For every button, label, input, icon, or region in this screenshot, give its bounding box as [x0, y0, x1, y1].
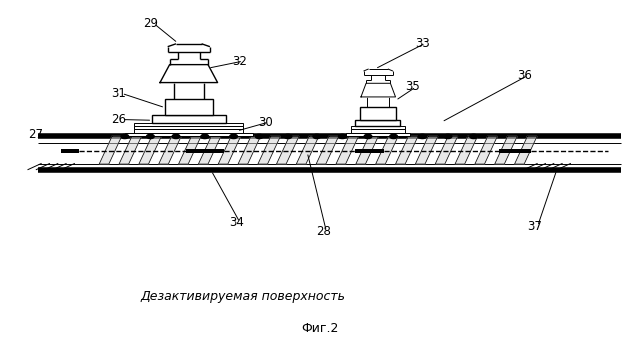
- Polygon shape: [376, 136, 398, 164]
- Bar: [168, 44, 210, 52]
- Polygon shape: [455, 136, 477, 164]
- Polygon shape: [99, 136, 122, 164]
- Circle shape: [121, 134, 129, 139]
- Bar: [125, 133, 253, 136]
- Text: 27: 27: [28, 128, 43, 141]
- Bar: [351, 126, 405, 129]
- Polygon shape: [361, 83, 396, 97]
- Circle shape: [470, 134, 477, 139]
- Polygon shape: [435, 136, 458, 164]
- Text: 29: 29: [143, 17, 158, 30]
- Bar: [186, 149, 224, 153]
- Circle shape: [390, 134, 397, 139]
- Polygon shape: [119, 136, 141, 164]
- Polygon shape: [316, 136, 339, 164]
- Bar: [355, 149, 384, 153]
- Polygon shape: [495, 136, 517, 164]
- Text: 32: 32: [232, 55, 248, 67]
- Polygon shape: [159, 136, 181, 164]
- Polygon shape: [258, 136, 280, 164]
- Circle shape: [172, 134, 180, 139]
- Circle shape: [230, 134, 237, 139]
- Circle shape: [201, 134, 209, 139]
- Bar: [152, 115, 226, 123]
- Text: 30: 30: [258, 116, 273, 129]
- Polygon shape: [515, 136, 537, 164]
- Text: 35: 35: [405, 80, 420, 93]
- Text: Фиг.2: Фиг.2: [301, 322, 339, 335]
- Bar: [351, 129, 405, 133]
- Bar: [499, 149, 531, 153]
- Circle shape: [255, 134, 263, 139]
- Polygon shape: [396, 136, 418, 164]
- Circle shape: [339, 134, 346, 139]
- Polygon shape: [218, 136, 241, 164]
- Text: Дезактивируемая поверхность: Дезактивируемая поверхность: [141, 290, 346, 303]
- Polygon shape: [160, 65, 218, 83]
- Text: 37: 37: [527, 220, 542, 233]
- Bar: [134, 126, 243, 129]
- Bar: [360, 107, 396, 120]
- Polygon shape: [238, 136, 260, 164]
- Text: 26: 26: [111, 113, 126, 126]
- Circle shape: [444, 134, 452, 139]
- Polygon shape: [198, 136, 221, 164]
- Circle shape: [364, 134, 372, 139]
- Bar: [364, 69, 393, 75]
- Text: 36: 36: [517, 69, 532, 82]
- Circle shape: [284, 134, 292, 139]
- Text: 31: 31: [111, 87, 126, 100]
- Polygon shape: [475, 136, 497, 164]
- Polygon shape: [336, 136, 358, 164]
- Circle shape: [419, 134, 426, 139]
- Text: 34: 34: [229, 216, 244, 229]
- Bar: [134, 129, 243, 133]
- Bar: [61, 149, 79, 153]
- Polygon shape: [356, 136, 378, 164]
- Bar: [134, 123, 243, 126]
- Bar: [165, 99, 213, 115]
- Bar: [346, 133, 410, 136]
- Circle shape: [147, 134, 154, 139]
- Text: 28: 28: [316, 225, 331, 238]
- Text: 33: 33: [415, 37, 430, 50]
- Bar: [355, 120, 400, 126]
- Polygon shape: [139, 136, 161, 164]
- Polygon shape: [276, 136, 299, 164]
- Circle shape: [313, 134, 321, 139]
- Polygon shape: [296, 136, 319, 164]
- Polygon shape: [415, 136, 438, 164]
- Polygon shape: [179, 136, 201, 164]
